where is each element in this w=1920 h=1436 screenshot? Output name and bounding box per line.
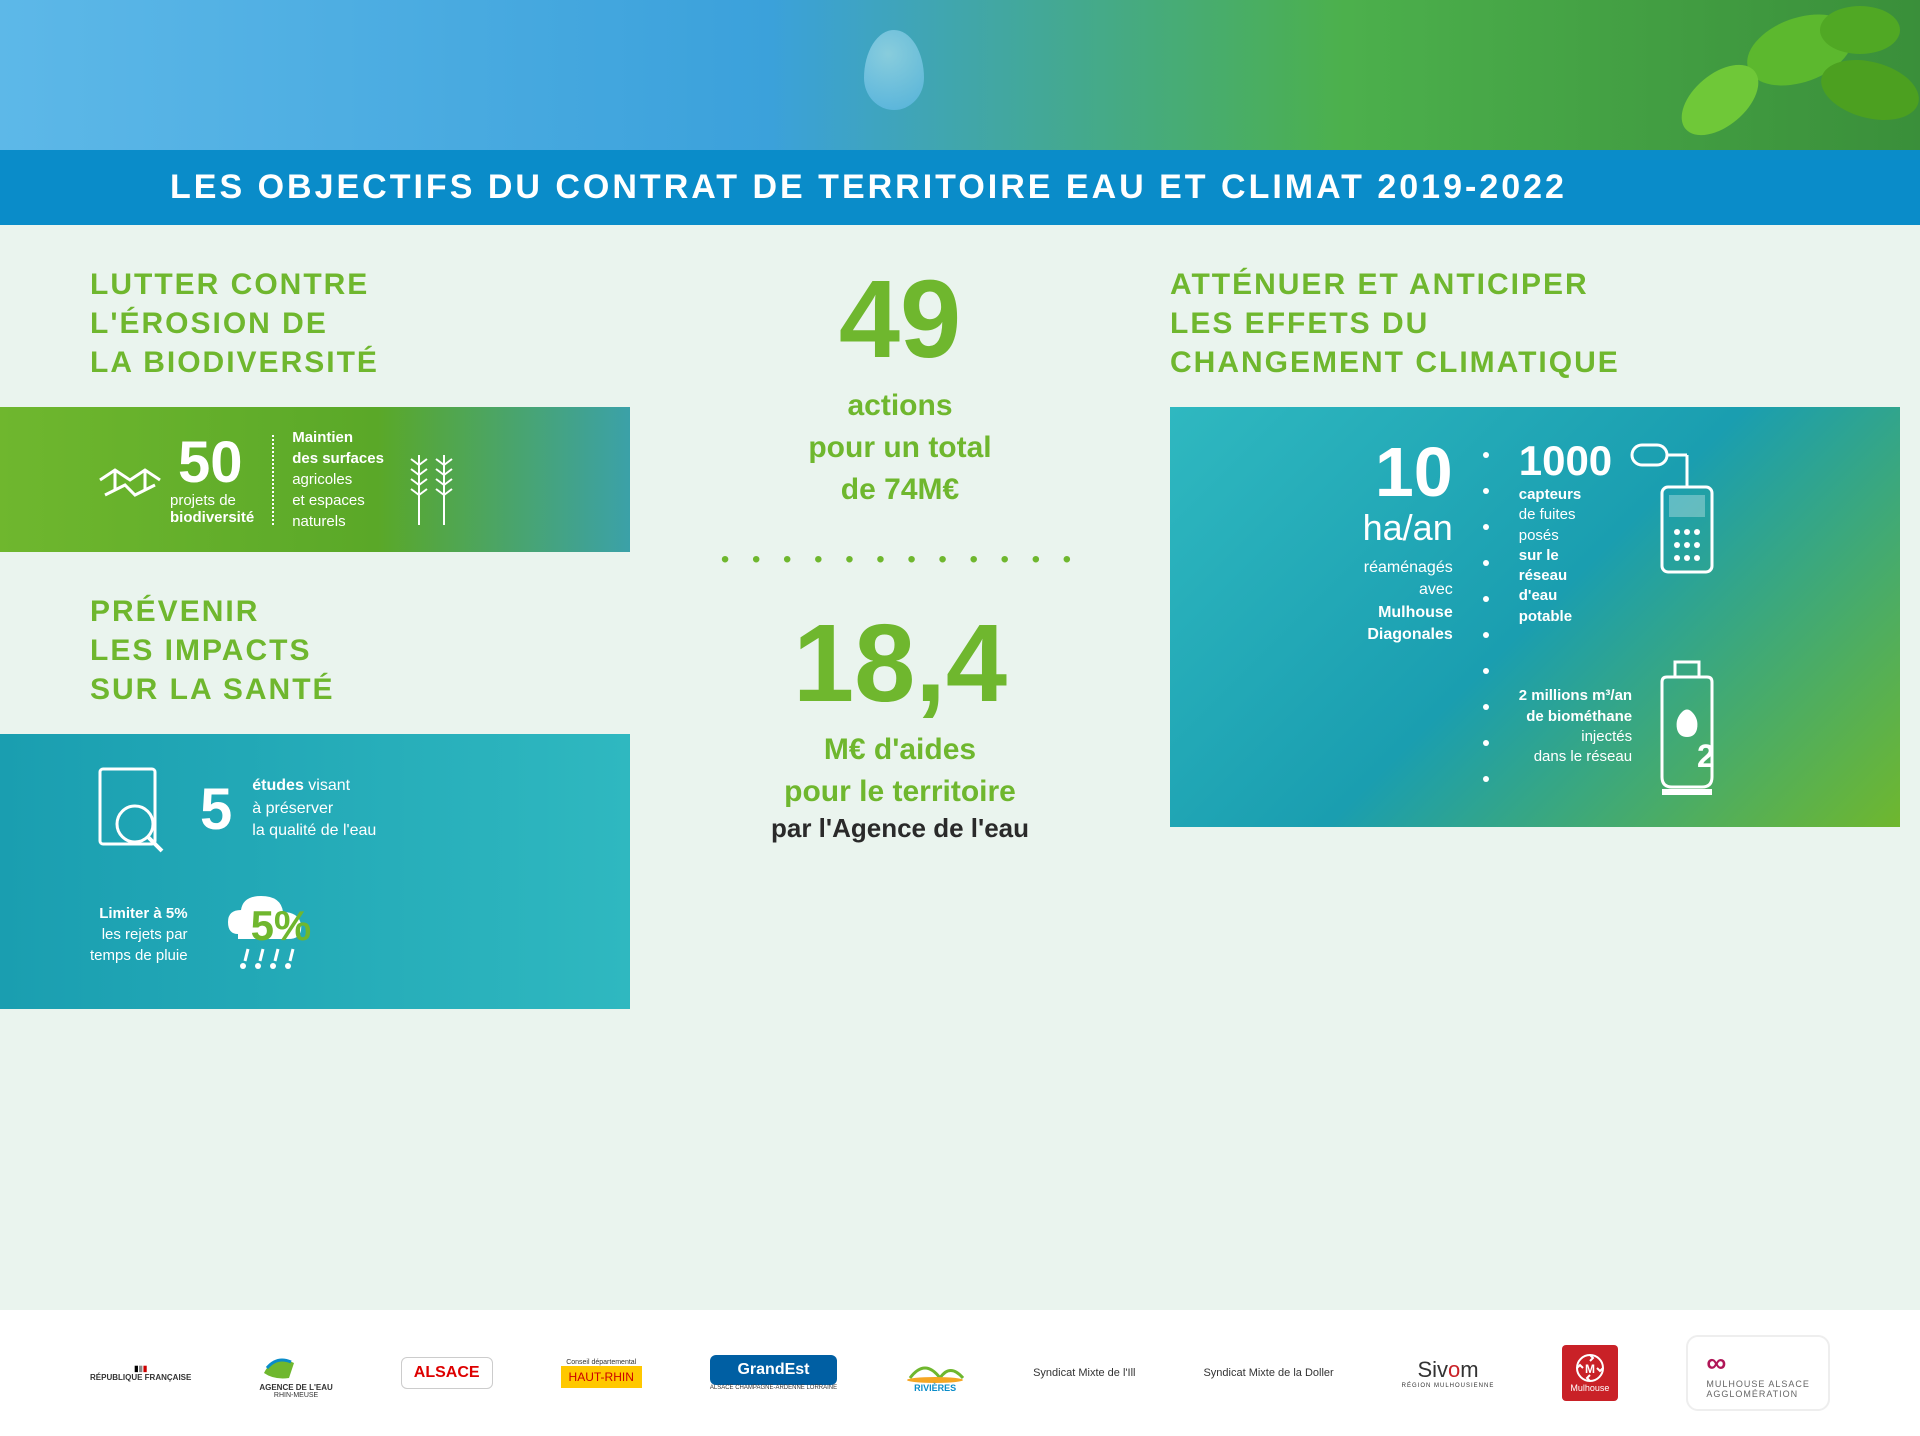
logo-syndicat-doller: Syndicat Mixte de la Doller [1203,1367,1333,1379]
logo-sivom: Sivom RÉGION MULHOUSIENNE [1402,1357,1495,1389]
right-column: ATTÉNUER ET ANTICIPER LES EFFETS DU CHAN… [1170,265,1810,1009]
health-number: 5 [200,776,232,843]
health-title: PRÉVENIR LES IMPACTS SUR LA SANTÉ [90,592,630,709]
sensors-number: 1000 [1519,437,1612,485]
climate-band: 10 ha/an réaménagés avec Mulhouse Diagon… [1170,407,1900,827]
logo-republique: ▮▮▮ RÉPUBLIQUE FRANÇAISE [90,1364,191,1382]
left-column: LUTTER CONTRE L'ÉROSION DE LA BIODIVERSI… [90,265,630,1009]
rain-percent: 5% [251,902,312,950]
logo-alsace: ALSACE [401,1357,493,1389]
logo-rivieres: RIVIÈRES [905,1353,965,1393]
infographic: LES OBJECTIFS DU CONTRAT DE TERRITOIRE E… [0,0,1920,1436]
aid-number: 18,4 [660,609,1140,719]
dots-divider: • • • • • • • • • • • • [660,546,1140,574]
logo-syndicat-ill: Syndicat Mixte de l'Ill [1033,1367,1135,1379]
wheat-icon [399,435,469,525]
gas-tank-icon: 2 [1647,657,1727,797]
logo-agence-eau: AGENCE DE L'EAU RHIN-MEUSE [259,1348,332,1399]
actions-number: 49 [660,265,1140,375]
logo-maa: ∞ MULHOUSE ALSACE AGGLOMÉRATION [1686,1335,1830,1411]
climate-title: ATTÉNUER ET ANTICIPER LES EFFETS DU CHAN… [1170,265,1810,382]
center-column: 49 actions pour un total de 74M€ • • • •… [630,265,1170,1009]
logo-mulhouse: M Mulhouse [1562,1345,1618,1401]
svg-text:2: 2 [1697,738,1715,774]
vertical-dots-divider [1483,437,1489,797]
sensor-device-icon [1627,437,1717,587]
handshake-icon [90,440,170,520]
magnifier-document-icon [90,759,180,859]
footer-logos: ▮▮▮ RÉPUBLIQUE FRANÇAISE AGENCE DE L'EAU… [0,1310,1920,1436]
biodiversity-title: LUTTER CONTRE L'ÉROSION DE LA BIODIVERSI… [90,265,630,382]
water-drop-icon [864,30,924,110]
hero-image [0,0,1920,150]
svg-text:M: M [1585,1362,1595,1376]
page-title: LES OBJECTIFS DU CONTRAT DE TERRITOIRE E… [170,168,1567,206]
health-band: 5 études visant à préserver la qualité d… [0,734,630,1009]
logo-haut-rhin: Conseil départemental HAUT-RHIN [561,1359,642,1388]
leaves-icon [1520,0,1920,150]
logo-grand-est: GrandEst ALSACE CHAMPAGNE-ARDENNE LORRAI… [710,1355,837,1391]
title-bar: LES OBJECTIFS DU CONTRAT DE TERRITOIRE E… [0,150,1920,225]
hectares-number: 10 [1375,433,1453,511]
bio-number: 50 [178,434,246,492]
biodiversity-band: 50 projets debiodiversité Maintien des s… [0,407,630,552]
